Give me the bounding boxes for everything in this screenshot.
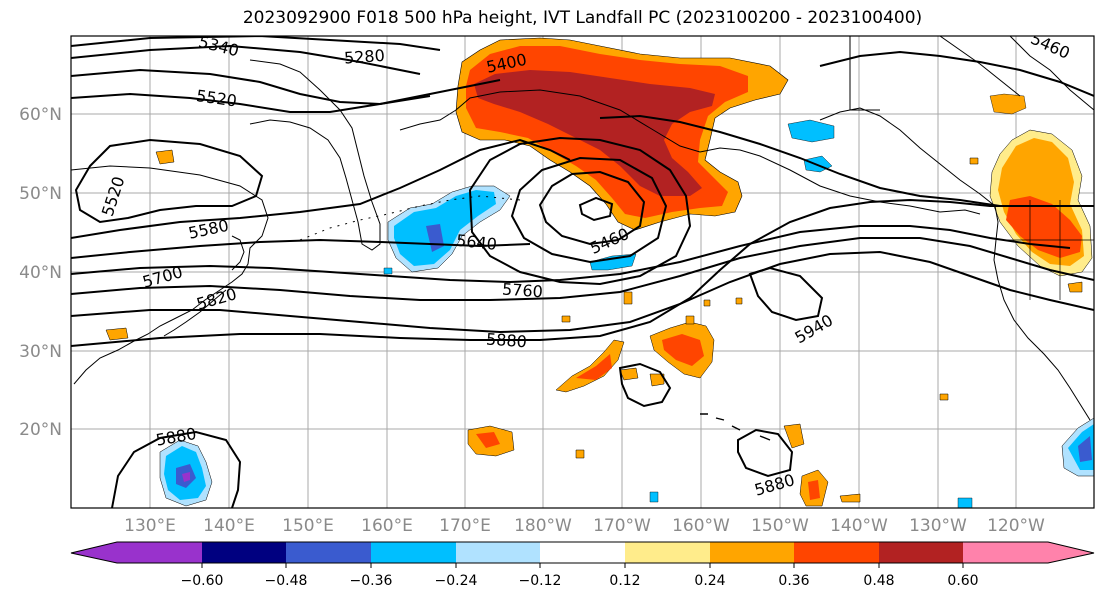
lat-label: 50°N bbox=[19, 184, 62, 204]
lon-label: 160°W bbox=[672, 516, 730, 536]
colorbar-tick-label: 0.36 bbox=[778, 573, 809, 589]
contour-label: 5280 bbox=[343, 46, 385, 68]
lon-label: 130°W bbox=[909, 516, 967, 536]
longitude-labels: 130°E 140°E 150°E 160°E 170°E 180°W 170°… bbox=[124, 516, 1045, 536]
lat-label: 40°N bbox=[19, 263, 62, 283]
colorbar-extend-low bbox=[71, 542, 117, 563]
lon-label: 130°E bbox=[124, 516, 176, 536]
lat-label: 30°N bbox=[19, 342, 62, 362]
contour-label: 5640 bbox=[455, 231, 497, 254]
colorbar: −0.60 −0.48 −0.36 −0.24 −0.12 0.12 0.24 … bbox=[70, 541, 1095, 589]
lon-label: 120°W bbox=[987, 516, 1045, 536]
colorbar-tick-label: 0.60 bbox=[947, 573, 978, 589]
height-contours bbox=[71, 36, 1094, 508]
map-title: 2023092900 F018 500 hPa height, IVT Land… bbox=[242, 8, 923, 28]
colorbar-swatch bbox=[371, 542, 456, 563]
colorbar-swatch bbox=[963, 542, 1048, 563]
lon-label: 150°E bbox=[282, 516, 334, 536]
colorbar-tick-label: −0.24 bbox=[435, 573, 478, 589]
contour-label: 5880 bbox=[485, 329, 527, 351]
colorbar-swatch bbox=[117, 542, 202, 563]
ivt-positive-shading bbox=[105, 37, 1093, 507]
lon-label: 180°W bbox=[514, 516, 572, 536]
lon-label: 150°W bbox=[751, 516, 809, 536]
colorbar-tick-label: 0.24 bbox=[694, 573, 725, 589]
colorbar-swatch bbox=[540, 542, 625, 563]
colorbar-swatch bbox=[286, 542, 371, 563]
map-border bbox=[70, 35, 1095, 509]
colorbar-swatch bbox=[794, 542, 879, 563]
colorbar-tick-label: −0.48 bbox=[265, 573, 308, 589]
lat-label: 20°N bbox=[19, 420, 62, 440]
contour-label: 5760 bbox=[501, 279, 543, 301]
colorbar-tick-label: 0.12 bbox=[609, 573, 640, 589]
colorbar-tick-label: −0.36 bbox=[350, 573, 393, 589]
colorbar-extend-high bbox=[1048, 542, 1094, 563]
colorbar-swatch bbox=[710, 542, 794, 563]
lon-label: 140°E bbox=[203, 516, 255, 536]
lon-label: 170°E bbox=[439, 516, 491, 536]
latitude-labels: 60°N 50°N 40°N 30°N 20°N bbox=[19, 105, 62, 440]
colorbar-swatch bbox=[456, 542, 540, 563]
colorbar-swatch bbox=[625, 542, 710, 563]
lon-label: 160°E bbox=[361, 516, 413, 536]
lat-label: 60°N bbox=[19, 105, 62, 125]
colorbar-tick-label: 0.48 bbox=[863, 573, 894, 589]
colorbar-tick-label: −0.60 bbox=[181, 573, 224, 589]
colorbar-swatch bbox=[879, 542, 963, 563]
lon-label: 140°W bbox=[830, 516, 888, 536]
colorbar-tick-label: −0.12 bbox=[519, 573, 562, 589]
lon-label: 170°W bbox=[593, 516, 651, 536]
colorbar-swatch bbox=[202, 542, 286, 563]
